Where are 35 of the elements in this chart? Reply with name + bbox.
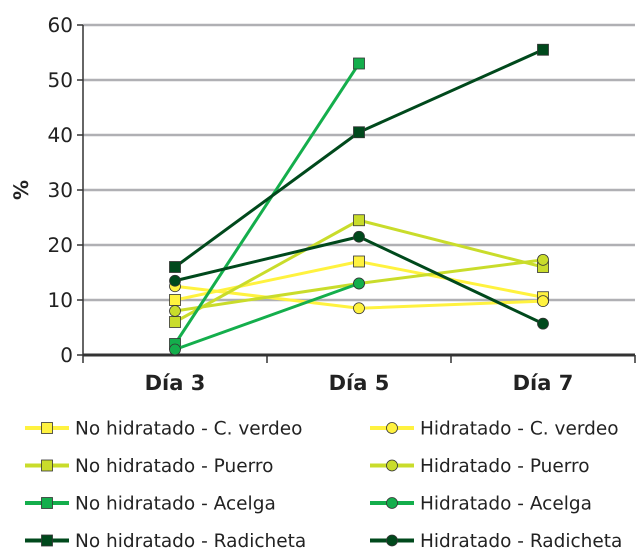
- point: [169, 305, 181, 317]
- legend-label: No hidratado - Radicheta: [75, 530, 306, 552]
- point: [353, 58, 365, 70]
- x-tick-label: Día 7: [512, 371, 574, 395]
- point: [353, 126, 365, 138]
- y-tick-label: 30: [48, 178, 73, 202]
- point: [353, 256, 365, 268]
- point: [353, 302, 365, 314]
- legend-label: Hidratado - C. verdeo: [420, 418, 619, 440]
- point: [537, 254, 549, 266]
- legend-label: Hidratado - Puerro: [420, 456, 590, 477]
- point: [353, 230, 365, 243]
- x-tick-label: Día 5: [328, 371, 390, 395]
- y-tick-label: 0: [60, 343, 73, 367]
- legend-label: Hidratado - Acelga: [420, 493, 592, 514]
- legend-label: No hidratado - C. verdeo: [75, 418, 302, 440]
- x-tick-label: Día 3: [144, 371, 206, 395]
- point: [169, 294, 181, 306]
- point: [169, 316, 181, 328]
- legend-label: No hidratado - Acelga: [75, 493, 276, 514]
- point: [537, 295, 549, 307]
- y-tick-label: 50: [48, 68, 73, 92]
- point: [353, 214, 365, 226]
- y-axis-title: %: [9, 180, 33, 200]
- y-tick-label: 20: [48, 233, 73, 257]
- y-tick-label: 10: [48, 288, 73, 312]
- point: [537, 44, 549, 56]
- legend-label: Hidratado - Radicheta: [420, 530, 622, 552]
- y-tick-label: 60: [48, 13, 73, 37]
- point: [169, 344, 181, 356]
- point: [537, 318, 549, 330]
- point: [169, 274, 181, 287]
- legend-label: No hidratado - Puerro: [75, 456, 274, 477]
- y-tick-label: 40: [48, 123, 73, 147]
- point: [169, 261, 181, 273]
